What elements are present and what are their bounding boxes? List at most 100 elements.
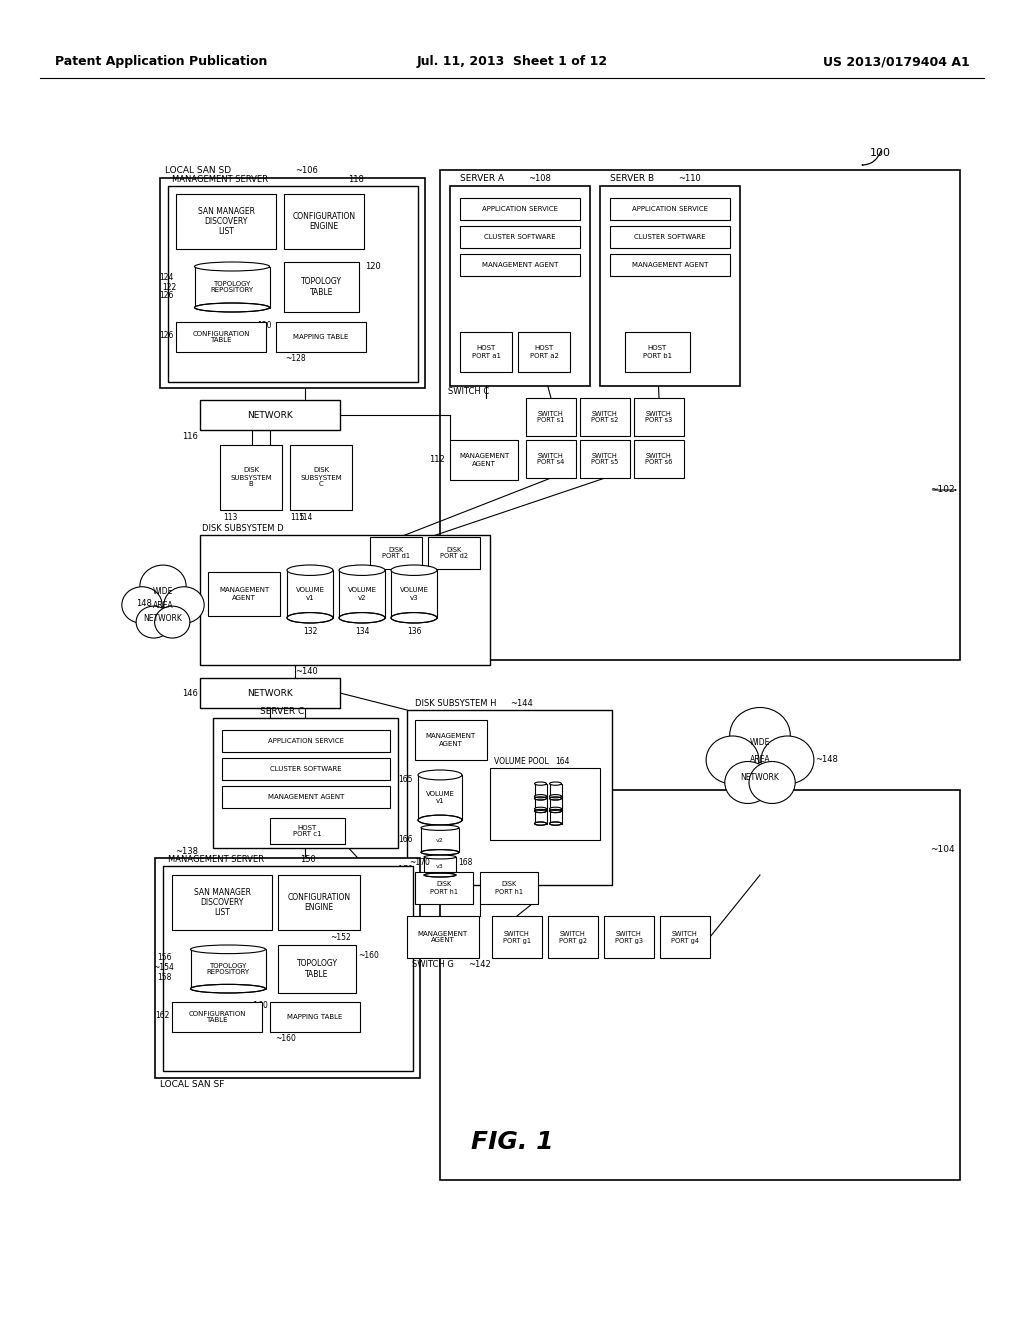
Text: SWITCH
PORT s6: SWITCH PORT s6 — [645, 453, 673, 466]
Text: 100: 100 — [870, 148, 891, 158]
Text: Jul. 11, 2013  Sheet 1 of 12: Jul. 11, 2013 Sheet 1 of 12 — [417, 55, 607, 69]
Text: WIDE: WIDE — [750, 738, 770, 747]
Text: APPLICATION SERVICE: APPLICATION SERVICE — [268, 738, 344, 744]
Bar — [460, 333, 512, 372]
Bar — [580, 399, 630, 436]
Text: MAPPING TABLE: MAPPING TABLE — [288, 1014, 343, 1020]
Bar — [424, 857, 456, 875]
Text: v3: v3 — [436, 863, 443, 869]
Text: SWITCH
PORT s2: SWITCH PORT s2 — [591, 411, 618, 424]
Text: 126: 126 — [160, 331, 174, 341]
Bar — [284, 194, 364, 249]
Bar — [548, 916, 598, 958]
Text: SWITCH
PORT g4: SWITCH PORT g4 — [671, 931, 699, 944]
Text: TOPOLOGY
REPOSITORY: TOPOLOGY REPOSITORY — [211, 281, 254, 293]
Text: 130: 130 — [257, 322, 272, 330]
Text: VOLUME
v1: VOLUME v1 — [296, 587, 325, 601]
Text: 165: 165 — [398, 776, 413, 784]
Text: SWITCH
PORT s4: SWITCH PORT s4 — [538, 453, 564, 466]
Text: DISK
SUBSYSTEM
C: DISK SUBSYSTEM C — [300, 467, 342, 487]
Bar — [160, 178, 425, 388]
Bar — [418, 775, 462, 820]
Text: CONFIGURATION
ENGINE: CONFIGURATION ENGINE — [293, 211, 355, 231]
Text: ~154: ~154 — [154, 964, 174, 973]
Ellipse shape — [550, 797, 561, 800]
Bar — [480, 873, 538, 904]
Bar — [610, 198, 730, 220]
Text: NETWORK: NETWORK — [740, 774, 779, 781]
Text: SWITCH C: SWITCH C — [449, 387, 489, 396]
Ellipse shape — [424, 873, 456, 876]
Ellipse shape — [164, 587, 204, 623]
Bar — [490, 768, 600, 840]
Bar — [284, 261, 359, 312]
Bar — [339, 570, 385, 618]
Text: Patent Application Publication: Patent Application Publication — [55, 55, 267, 69]
Text: 134: 134 — [354, 627, 370, 636]
Text: ~110: ~110 — [678, 174, 700, 183]
Text: DISK
SUBSYSTEM
B: DISK SUBSYSTEM B — [230, 467, 272, 487]
Bar — [155, 858, 420, 1078]
Ellipse shape — [195, 304, 269, 312]
Text: ~148: ~148 — [815, 755, 838, 764]
Text: v2: v2 — [436, 837, 443, 842]
Text: 164: 164 — [555, 756, 569, 766]
Text: ~128: ~128 — [285, 354, 305, 363]
Ellipse shape — [418, 814, 462, 825]
Text: MANAGEMENT SERVER: MANAGEMENT SERVER — [172, 176, 268, 183]
Bar — [222, 785, 390, 808]
Bar — [287, 570, 333, 618]
Text: VOLUME
v1: VOLUME v1 — [426, 791, 455, 804]
Bar — [610, 226, 730, 248]
Text: MANAGEMENT
AGENT: MANAGEMENT AGENT — [426, 734, 476, 747]
Bar — [450, 440, 518, 480]
Bar — [407, 916, 479, 958]
Ellipse shape — [155, 606, 189, 638]
Text: 148: 148 — [136, 598, 152, 607]
Text: SWITCH
PORT g2: SWITCH PORT g2 — [559, 931, 587, 944]
Text: FIG. 1: FIG. 1 — [471, 1130, 553, 1154]
Text: SERVER B: SERVER B — [610, 174, 654, 183]
Text: DISK SUBSYSTEM H: DISK SUBSYSTEM H — [415, 700, 497, 708]
Bar — [190, 949, 265, 989]
Bar — [634, 399, 684, 436]
Text: 162: 162 — [156, 1011, 170, 1020]
Bar — [634, 440, 684, 478]
Bar — [610, 253, 730, 276]
Bar — [407, 710, 612, 884]
Ellipse shape — [287, 612, 333, 623]
Text: DISK
PORT h1: DISK PORT h1 — [430, 882, 458, 895]
Bar — [460, 226, 580, 248]
Ellipse shape — [725, 762, 771, 804]
Bar — [535, 784, 547, 799]
Ellipse shape — [421, 825, 459, 830]
Text: SAN MANAGER
DISCOVERY
LIST: SAN MANAGER DISCOVERY LIST — [194, 887, 251, 917]
Text: 126: 126 — [160, 292, 174, 301]
Bar — [270, 818, 345, 843]
Text: TOPOLOGY
TABLE: TOPOLOGY TABLE — [297, 960, 338, 978]
Bar — [600, 186, 740, 385]
Bar — [290, 445, 352, 510]
Bar — [391, 570, 437, 618]
Ellipse shape — [391, 612, 437, 623]
Text: 118: 118 — [348, 176, 364, 183]
Text: APPLICATION SERVICE: APPLICATION SERVICE — [632, 206, 708, 213]
Text: 158: 158 — [158, 974, 172, 982]
Bar — [200, 678, 340, 708]
Text: SERVER A: SERVER A — [460, 174, 504, 183]
Text: 122: 122 — [162, 282, 176, 292]
Text: SERVER C: SERVER C — [260, 708, 304, 715]
Bar — [276, 322, 366, 352]
Text: MANAGEMENT AGENT: MANAGEMENT AGENT — [632, 261, 709, 268]
Text: CLUSTER SOFTWARE: CLUSTER SOFTWARE — [270, 766, 342, 772]
Ellipse shape — [140, 565, 186, 607]
Ellipse shape — [535, 781, 547, 785]
Text: MANAGEMENT
AGENT: MANAGEMENT AGENT — [459, 454, 509, 466]
Text: ~160: ~160 — [275, 1034, 296, 1043]
Text: NETWORK: NETWORK — [247, 689, 293, 697]
Bar — [172, 1002, 262, 1032]
Text: US 2013/0179404 A1: US 2013/0179404 A1 — [823, 55, 970, 69]
Text: NETWORK: NETWORK — [143, 614, 182, 623]
Text: HOST
PORT c1: HOST PORT c1 — [293, 825, 322, 837]
Text: CONFIGURATION
TABLE: CONFIGURATION TABLE — [193, 330, 250, 343]
